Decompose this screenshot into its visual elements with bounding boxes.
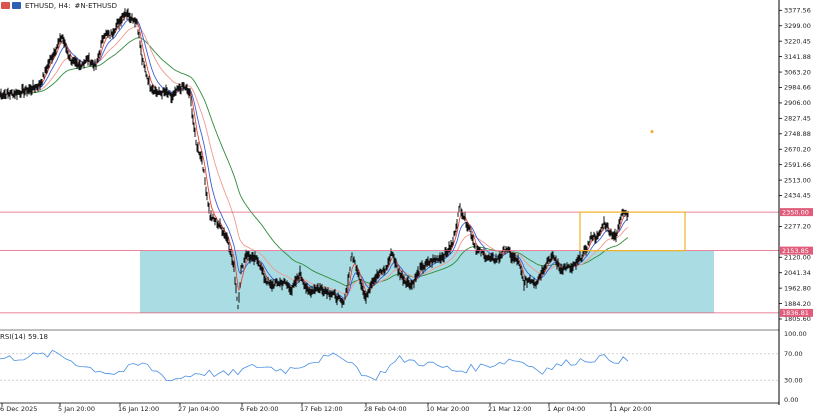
price-tick-label: 3220.45 xyxy=(784,37,811,45)
price-tick-label: 1884.20 xyxy=(784,300,811,308)
time-axis-label: 11 Apr 20:00 xyxy=(609,405,651,413)
price-tick-label: 2984.66 xyxy=(784,84,811,92)
indicator-label: #N-ETHUSD xyxy=(74,1,117,10)
price-tick-label: 2513.00 xyxy=(784,176,811,184)
rsi-tick-label: 30.00 xyxy=(784,376,803,384)
price-tick-label: 2748.88 xyxy=(784,130,811,138)
symbol-label: ETHUSD, H4: xyxy=(25,1,71,10)
price-tick-label: 2277.20 xyxy=(784,223,811,231)
price-tag-bg xyxy=(780,246,813,255)
price-tick-label: 2906.00 xyxy=(784,99,811,107)
time-axis-label: 21 Mar 12:00 xyxy=(488,405,531,413)
price-tick-label: 2120.00 xyxy=(784,253,811,261)
time-axis-label: 6 Dec 2025 xyxy=(0,405,37,413)
price-tick-label: 3377.56 xyxy=(784,7,811,15)
price-tick-label: 2041.34 xyxy=(784,269,811,277)
time-axis-label: 16 Jan 12:00 xyxy=(118,405,159,413)
time-axis-label: 1 Apr 04:00 xyxy=(547,405,585,413)
price-series xyxy=(0,8,629,310)
price-tick-label: 1962.80 xyxy=(784,284,811,292)
breakout-box[interactable] xyxy=(579,211,686,252)
price-tick-label: 2827.45 xyxy=(784,115,811,123)
price-tag-label: 1836.81 xyxy=(782,309,809,317)
rsi-tick-label: 70.00 xyxy=(784,350,803,358)
price-tag-bg xyxy=(780,308,813,317)
price-tick-label: 2670.20 xyxy=(784,145,811,153)
time-axis-label: 10 Mar 20:00 xyxy=(426,405,469,413)
flag-red-icon[interactable] xyxy=(1,2,10,9)
rsi-line xyxy=(0,349,629,382)
price-tag-label: 2350.00 xyxy=(782,208,809,216)
price-tick-label: 2434.45 xyxy=(784,192,811,200)
price-tick-label: 3063.20 xyxy=(784,68,811,76)
rsi-label: RSI(14) 59.18 xyxy=(0,333,49,341)
price-tag-label: 2153.85 xyxy=(782,247,809,255)
price-tick-label: 1805.60 xyxy=(784,315,811,323)
time-axis-label: 6 Feb 20:00 xyxy=(240,405,279,413)
time-axis-label: 27 Jan 04:00 xyxy=(178,405,219,413)
rsi-tick-label: 100.00 xyxy=(784,330,807,338)
price-tick-label: 3299.00 xyxy=(784,22,811,30)
chart-header: ETHUSD, H4: #N-ETHUSD xyxy=(0,0,121,11)
ma-slow-line xyxy=(0,37,629,286)
price-tick-label: 2591.66 xyxy=(784,161,811,169)
time-axis-label: 28 Feb 04:00 xyxy=(364,405,407,413)
flag-blue-icon[interactable] xyxy=(12,2,21,9)
rsi-tick-label: 0.00 xyxy=(784,396,798,404)
time-axis-label: 17 Feb 12:00 xyxy=(300,405,343,413)
price-marker-dot xyxy=(650,130,654,134)
price-tag-bg xyxy=(780,208,813,217)
price-tick-label: 3141.88 xyxy=(784,53,811,61)
time-axis-label: 5 Jan 20:00 xyxy=(58,405,95,413)
